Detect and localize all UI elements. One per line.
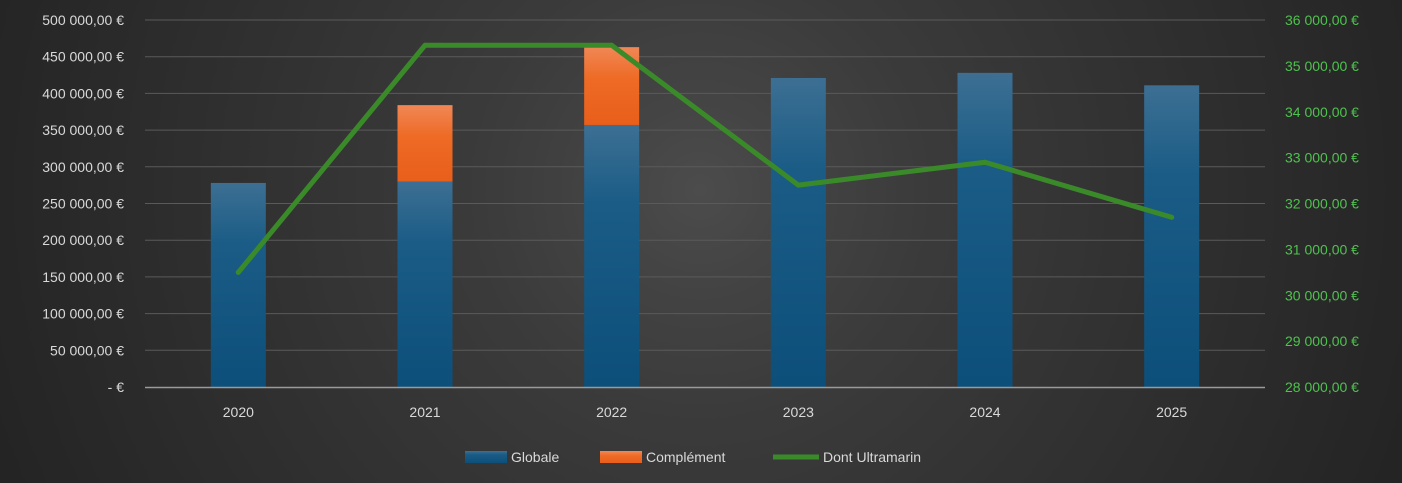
- x-tick-label: 2022: [596, 404, 627, 420]
- y-left-tick-label: 150 000,00 €: [42, 269, 124, 285]
- legend: Globale Complément Dont Ultramarin: [465, 449, 921, 465]
- y-left-tick-label: 100 000,00 €: [42, 306, 124, 322]
- line-dont-ultramarin: [235, 42, 1175, 275]
- legend-label: Globale: [511, 449, 559, 465]
- legend-swatch-compl-ment: [600, 451, 642, 463]
- bar-globale-2024: [957, 72, 1013, 388]
- legend-label: Complément: [646, 449, 725, 465]
- y-right-tick-label: 35 000,00 €: [1285, 58, 1359, 74]
- y-left-tick-label: 450 000,00 €: [42, 49, 124, 65]
- bar-globale-2023: [770, 77, 826, 388]
- y-left-tick-label: 250 000,00 €: [42, 196, 124, 212]
- gridlines: [145, 19, 1265, 351]
- line-point: [609, 42, 615, 48]
- line-point: [795, 182, 801, 188]
- y-left-tick-label: 50 000,00 €: [50, 342, 124, 358]
- x-tick-label: 2020: [223, 404, 254, 420]
- bar-globale-2022: [584, 124, 640, 387]
- y-right-tick-label: 36 000,00 €: [1285, 12, 1359, 28]
- tick-labels: - € 50 000,00 € 100 000,00 € 150 000,00 € 20…: [42, 12, 1359, 420]
- bar-series: [210, 47, 1200, 388]
- y-right-tick-label: 31 000,00 €: [1285, 241, 1359, 257]
- y-right-tick-label: 28 000,00 €: [1285, 379, 1359, 395]
- y-left-tick-label: 500 000,00 €: [42, 12, 124, 28]
- line-series: [235, 42, 1175, 275]
- bar-globale-2025: [1144, 85, 1200, 388]
- y-right-tick-label: 32 000,00 €: [1285, 196, 1359, 212]
- y-left-tick-label: - €: [108, 379, 125, 395]
- y-right-tick-label: 29 000,00 €: [1285, 333, 1359, 349]
- legend-label: Dont Ultramarin: [823, 449, 921, 465]
- y-left-tick-label: 350 000,00 €: [42, 122, 124, 138]
- x-tick-label: 2023: [783, 404, 814, 420]
- bar-globale-2021: [397, 181, 453, 387]
- y-right-tick-label: 30 000,00 €: [1285, 287, 1359, 303]
- y-left-tick-label: 200 000,00 €: [42, 232, 124, 248]
- bar-globale-2020: [210, 182, 266, 387]
- x-tick-label: 2024: [969, 404, 1000, 420]
- legend-swatch-globale: [465, 451, 507, 463]
- y-left-tick-label: 400 000,00 €: [42, 85, 124, 101]
- x-tick-label: 2025: [1156, 404, 1187, 420]
- x-tick-label: 2021: [409, 404, 440, 420]
- y-right-tick-label: 33 000,00 €: [1285, 150, 1359, 166]
- line-point: [982, 159, 988, 165]
- bar-compl-ment-2021: [397, 105, 453, 182]
- line-point: [422, 42, 428, 48]
- y-right-tick-label: 34 000,00 €: [1285, 104, 1359, 120]
- line-point: [1169, 214, 1175, 220]
- y-left-tick-label: 300 000,00 €: [42, 159, 124, 175]
- line-point: [235, 269, 241, 275]
